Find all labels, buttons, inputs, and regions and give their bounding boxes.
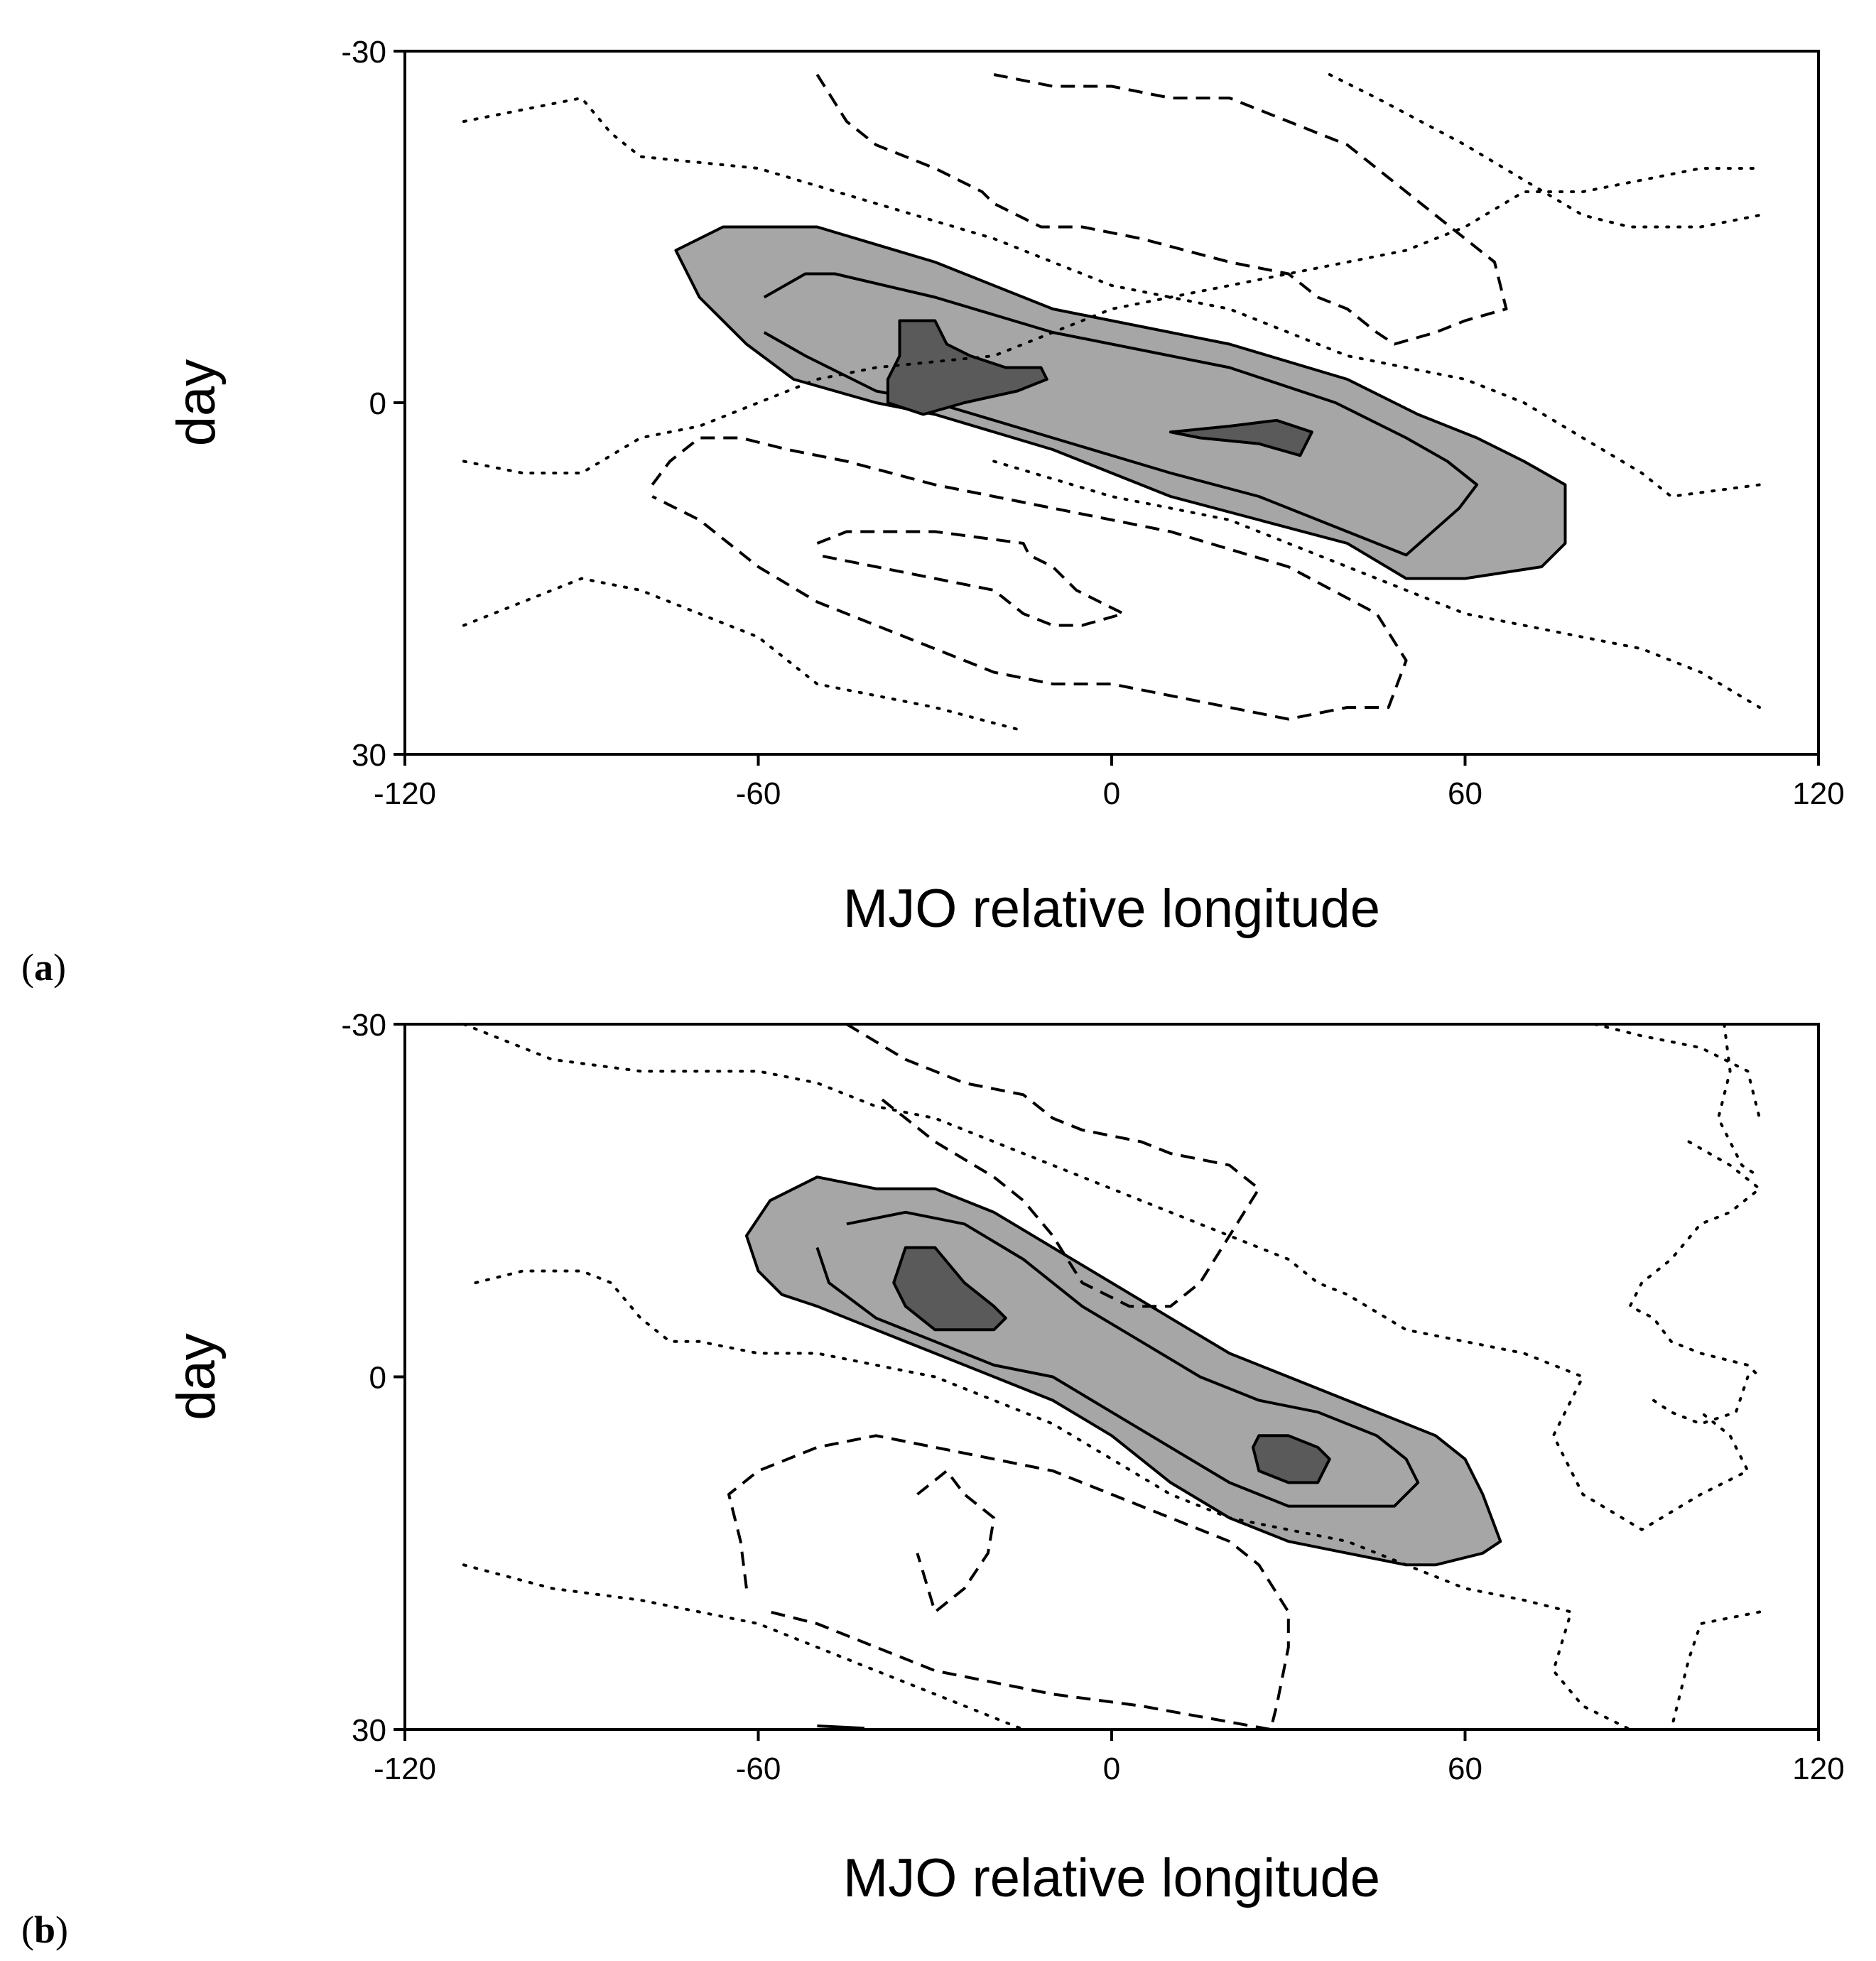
panel-b: -120 -60 0 60 120 -30 0 30 MJO relative longitu… — [21, 1008, 1845, 1951]
y-axis-title-b: day — [166, 1333, 227, 1420]
y-tick-label: 0 — [369, 386, 386, 421]
contour-solid-mid — [815, 1210, 1420, 1508]
contour-negative-north — [815, 73, 1508, 346]
contour-shaded-inner-west — [892, 1246, 1007, 1332]
x-axis-title-b: MJO relative longitude — [843, 1848, 1380, 1908]
x-tick-label: 120 — [1792, 1751, 1844, 1786]
contour-zero-dotted-4 — [1593, 1023, 1762, 1120]
y-tick-label: 30 — [352, 738, 386, 773]
contour-zero-dotted-7 — [1652, 1375, 1750, 1425]
contour-zero-dotted-5 — [1328, 73, 1762, 229]
panel-label-a: (a) — [21, 946, 66, 989]
x-tick-label: 60 — [1448, 776, 1482, 811]
panel-letter-b: b — [34, 1908, 55, 1951]
y-tick-label: -30 — [341, 1008, 386, 1043]
contour-layer-b — [462, 1023, 1762, 1731]
contour-shaded-inner-west — [886, 319, 1048, 416]
y-tick-label: 30 — [352, 1713, 386, 1748]
panel-label-b: (b) — [21, 1908, 68, 1951]
x-axis-title-a: MJO relative longitude — [843, 879, 1380, 939]
contour-zero-dotted-2 — [462, 167, 1762, 474]
contour-zero-dotted-1 — [462, 96, 1762, 499]
contour-shaded-tiny-south — [817, 1724, 864, 1730]
axis-ticks-a — [394, 50, 1820, 766]
y-tick-label: -30 — [341, 35, 386, 70]
contour-negative-south-outer — [651, 436, 1408, 721]
x-tick-label: 120 — [1792, 776, 1844, 811]
contour-shaded-inner-east — [1169, 418, 1313, 457]
contour-zero-dotted-3 — [462, 1563, 1025, 1731]
x-tick-label: 0 — [1103, 1751, 1120, 1786]
x-tick-label: -120 — [374, 776, 436, 811]
x-tick-label: -60 — [736, 1751, 781, 1786]
contour-solid-mid — [763, 272, 1479, 557]
contour-shaded-inner-east — [1252, 1434, 1331, 1484]
contour-layer-a — [462, 73, 1762, 732]
contour-negative-north — [845, 1023, 1261, 1308]
x-tick-label: -120 — [374, 1751, 436, 1786]
contour-zero-dotted-5 — [1628, 1140, 1762, 1379]
contour-zero-dotted-8 — [1669, 1610, 1762, 1731]
contour-zero-dotted-1 — [462, 1023, 1750, 1532]
contour-zero-dotted-3 — [462, 577, 1025, 732]
panel-letter-a: a — [34, 946, 53, 989]
x-tick-label: 60 — [1448, 1751, 1482, 1786]
y-tick-label: 0 — [369, 1361, 386, 1396]
tick-labels-a: -120 -60 0 60 120 -30 0 30 — [341, 35, 1844, 811]
contour-zero-dotted-6 — [1716, 1023, 1762, 1179]
x-tick-label: 0 — [1103, 776, 1120, 811]
panel-a: -120 -60 0 60 120 -30 0 30 MJO relative longitu… — [21, 35, 1845, 989]
contour-negative-south-outer — [727, 1434, 1290, 1731]
axis-ticks-b — [394, 1023, 1820, 1741]
contour-shaded-outer — [674, 225, 1567, 580]
contour-zero-dotted-4 — [992, 460, 1762, 709]
contour-negative-south-inner — [916, 1469, 996, 1614]
contour-negative-south-inner — [816, 530, 1125, 627]
contour-zero-dotted-2 — [474, 1269, 1632, 1731]
tick-labels-b: -120 -60 0 60 120 -30 0 30 — [341, 1008, 1844, 1786]
y-axis-title-a: day — [166, 359, 227, 447]
x-tick-label: -60 — [736, 776, 781, 811]
